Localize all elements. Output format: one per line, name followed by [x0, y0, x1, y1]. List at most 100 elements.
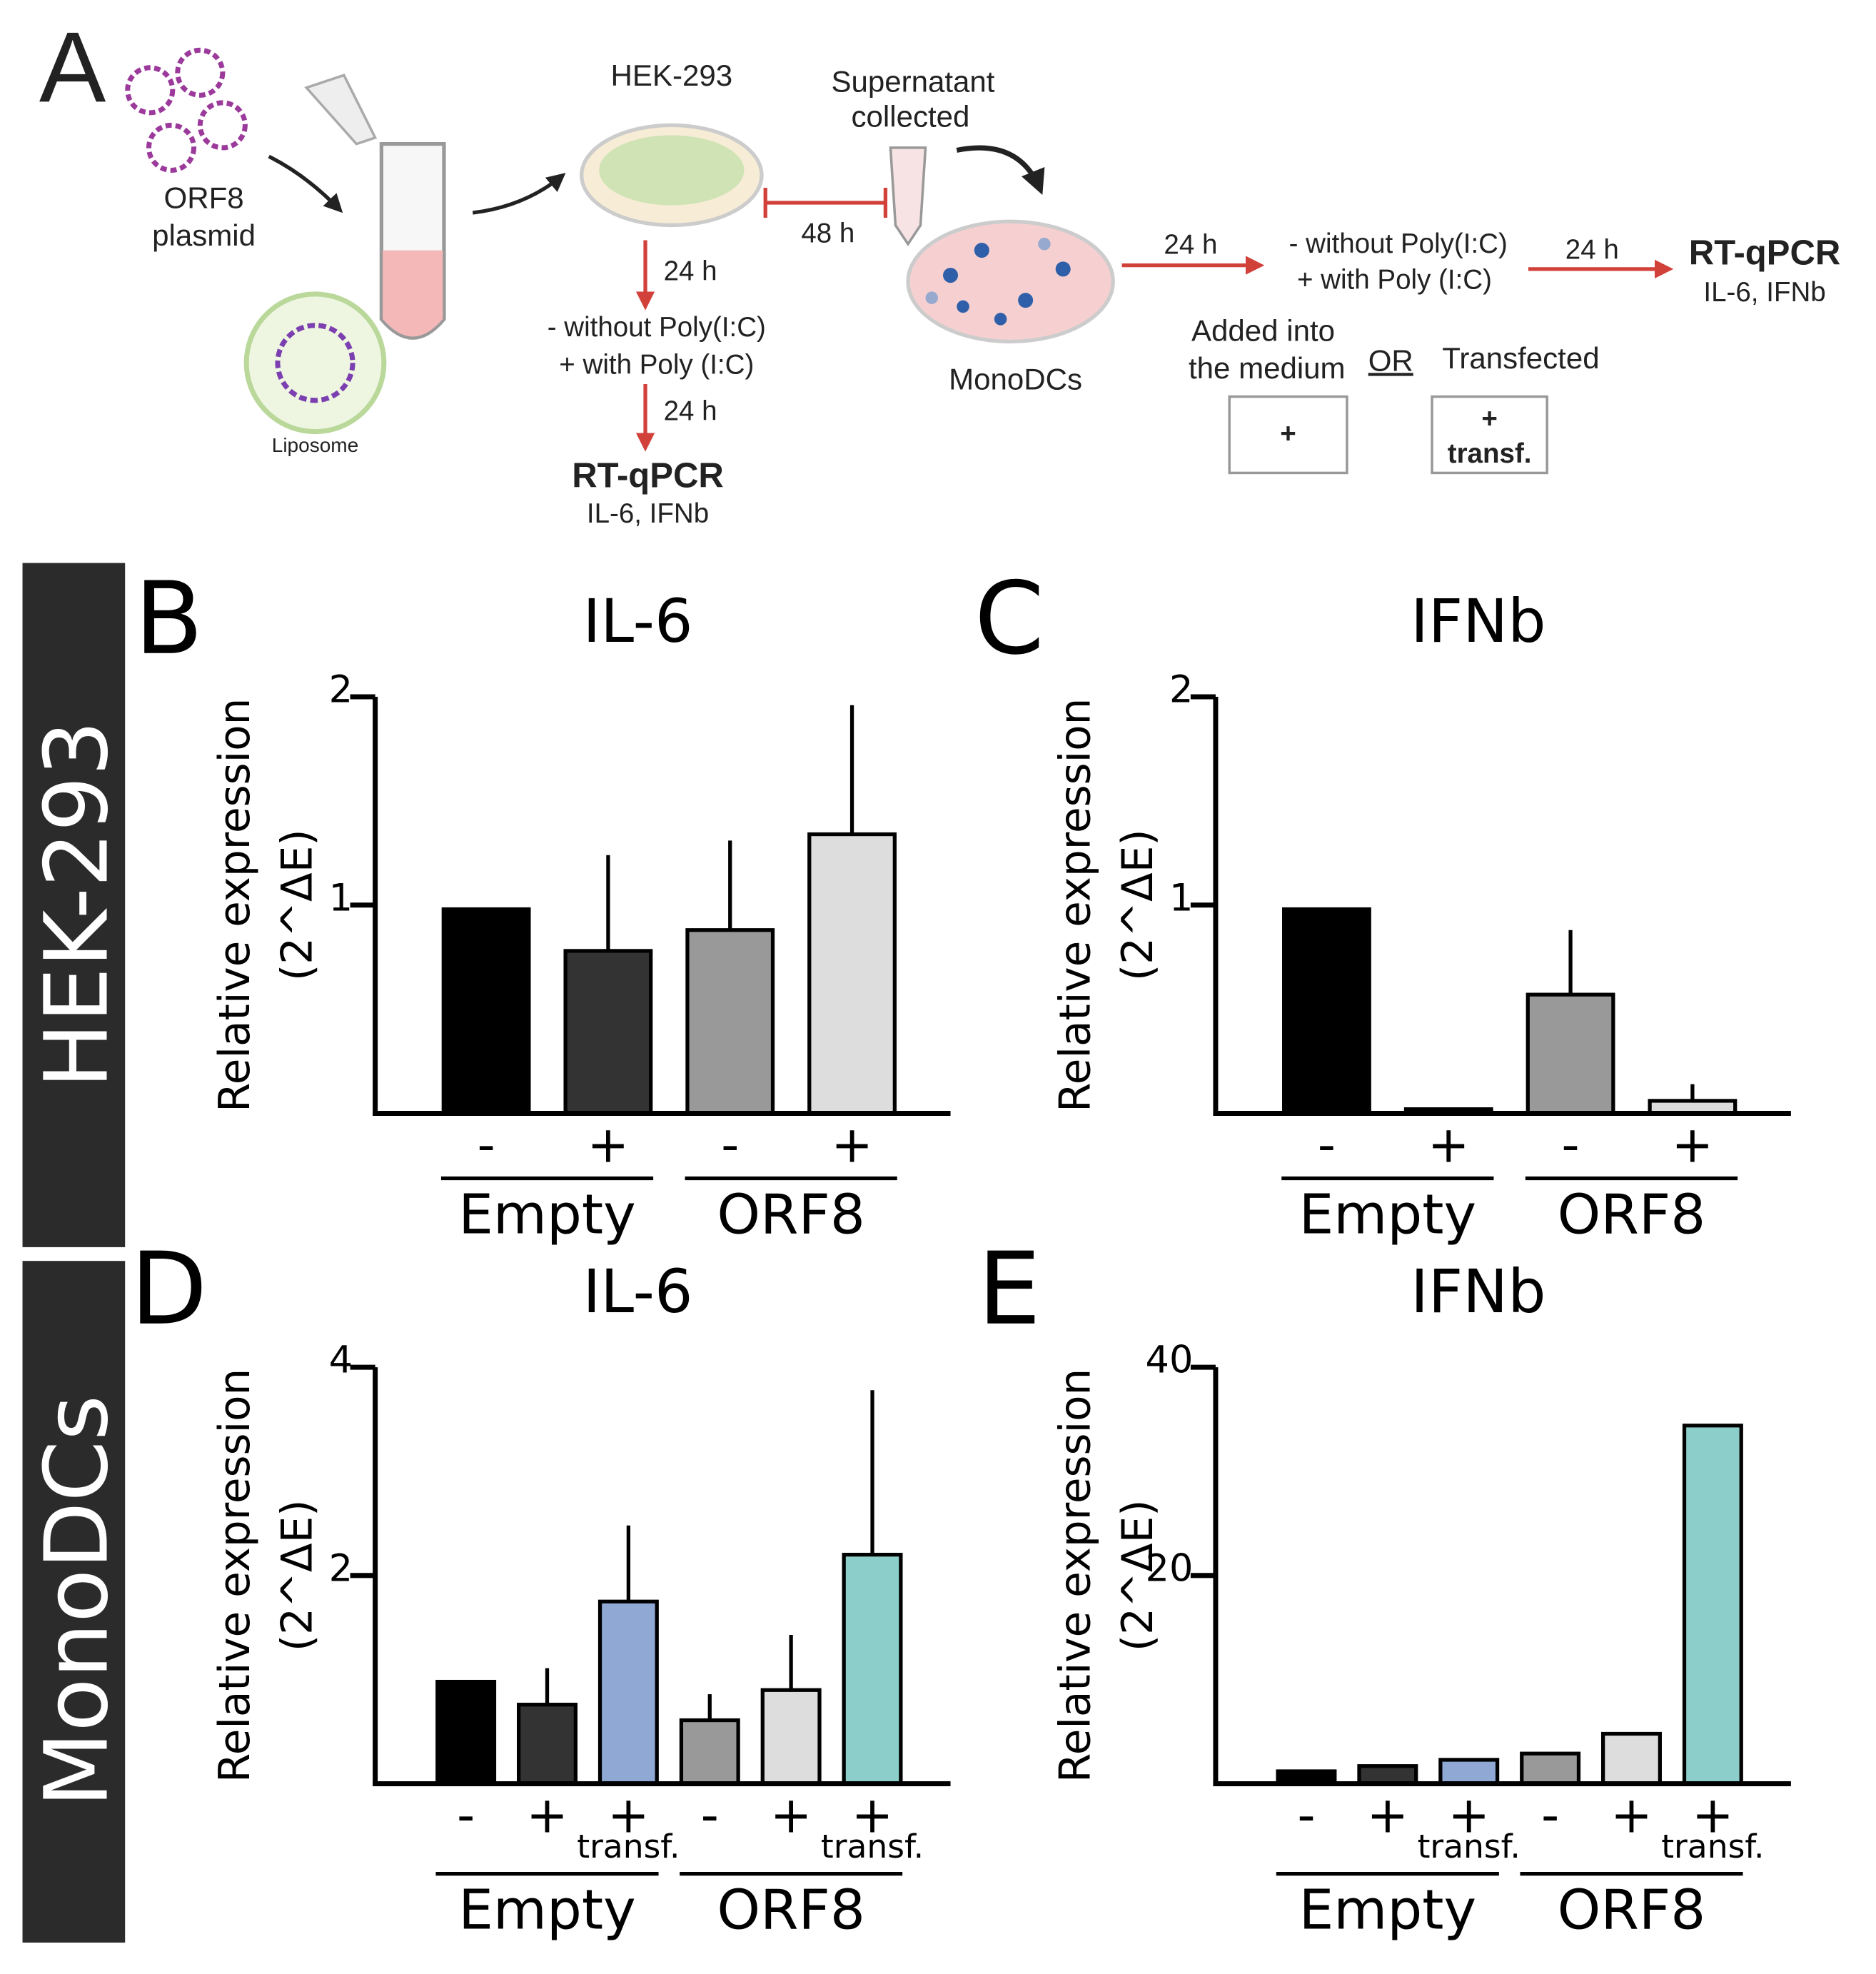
label: Supernatant [831, 65, 994, 99]
label: IL-6, IFNb [1703, 277, 1825, 308]
x-tick-label: + [1366, 1786, 1408, 1845]
x-tick-label: - [1561, 1116, 1579, 1174]
label: transf. [1448, 438, 1532, 469]
chart-title: IFNb [1411, 1257, 1545, 1326]
label: + [1481, 403, 1498, 434]
group-label: Empty [1299, 1878, 1477, 1943]
label: 24 h [1565, 235, 1619, 266]
group-label: Empty [1299, 1183, 1477, 1247]
chart-title: IL-6 [583, 586, 693, 656]
label: + [1280, 418, 1296, 449]
liposome-dna [275, 323, 355, 403]
x-tick-label: - [1541, 1786, 1559, 1845]
panel-letter: E [978, 1232, 1042, 1348]
y-axis-label: (2^ΔE) [1114, 1500, 1163, 1652]
y-axis-label: Relative expression [1051, 1369, 1100, 1783]
label: Added into [1191, 313, 1335, 347]
bar [517, 1703, 578, 1786]
dc-cells [925, 238, 1071, 326]
group-label: ORF8 [717, 1183, 865, 1247]
x-tick-label: + [1692, 1786, 1734, 1845]
label: MonoDCs [949, 363, 1082, 396]
x-tick-sublabel: transf. [577, 1828, 680, 1865]
y-axis-label: (2^ΔE) [273, 829, 323, 981]
x-tick-label: + [852, 1786, 894, 1845]
y-axis-label: Relative expression [1051, 698, 1100, 1112]
x-tick-label: + [526, 1786, 568, 1845]
bar [1682, 1424, 1743, 1786]
vial [889, 146, 927, 246]
label: - without Poly(I:C) [1289, 228, 1508, 259]
x-tick-label: + [1448, 1786, 1490, 1845]
x-tick-label: - [1318, 1116, 1336, 1174]
dish [906, 219, 1115, 344]
row-label: HEK-293 [25, 720, 127, 1089]
y-tick-label: 2 [1169, 668, 1193, 712]
x-tick-label: - [1297, 1786, 1315, 1845]
arrow [956, 145, 1045, 195]
label: - without Poly(I:C) [548, 312, 766, 343]
y-axis-label: Relative expression [211, 698, 260, 1112]
x-tick-label: + [1610, 1786, 1653, 1845]
x-tick-label: - [457, 1786, 475, 1845]
bar [1357, 1764, 1418, 1786]
liposome [243, 291, 387, 435]
box [1431, 395, 1548, 475]
x-tick-label: + [831, 1116, 873, 1174]
arrow [472, 173, 566, 215]
bar [1525, 992, 1615, 1116]
box [1228, 395, 1348, 475]
y-tick-label: 1 [1169, 876, 1193, 920]
row-band [22, 563, 126, 1247]
panel-letter: A [39, 11, 106, 123]
x-tick-label: - [721, 1116, 739, 1174]
bar [435, 1679, 497, 1786]
group-label: ORF8 [717, 1878, 865, 1943]
x-tick-sublabel: transf. [1418, 1828, 1521, 1865]
label: HEK-293 [611, 59, 733, 92]
bar [842, 1553, 903, 1786]
label: plasmid [152, 218, 256, 252]
y-tick-label: 2 [329, 1546, 353, 1590]
bar [597, 1599, 659, 1786]
x-tick-sublabel: transf. [821, 1828, 924, 1865]
y-tick-label: 1 [329, 876, 353, 920]
bar [807, 832, 897, 1116]
group-label: Empty [458, 1878, 636, 1943]
x-tick-label: + [1428, 1116, 1470, 1174]
panel-a: A ORF8 plasmid Liposome HEK-293 24 h - w… [39, 11, 1840, 529]
y-tick-label: 4 [329, 1339, 353, 1382]
y-axis-label: (2^ΔE) [1114, 829, 1163, 981]
bar [1600, 1731, 1662, 1786]
group-label: Empty [458, 1183, 636, 1247]
label: RT-qPCR [1689, 234, 1841, 273]
bar [1282, 907, 1371, 1116]
y-tick-label: 20 [1146, 1546, 1194, 1590]
label: collected [852, 100, 970, 134]
tube-cap [304, 74, 378, 146]
tube-liquid [383, 250, 443, 337]
group-label: ORF8 [1558, 1183, 1706, 1247]
bar [685, 928, 775, 1116]
x-tick-label: + [587, 1116, 630, 1174]
wait-bar [763, 187, 888, 218]
bar [441, 907, 531, 1116]
panel-letter: D [131, 1232, 208, 1348]
arrow [268, 154, 343, 213]
bar [679, 1718, 740, 1786]
y-tick-label: 40 [1146, 1339, 1194, 1382]
label: OR [1368, 343, 1413, 377]
bar [563, 949, 653, 1116]
label: RT-qPCR [572, 456, 724, 495]
chart-title: IFNb [1411, 586, 1545, 656]
x-tick-label: + [770, 1786, 812, 1845]
x-tick-sublabel: transf. [1661, 1828, 1764, 1865]
x-tick-label: - [477, 1116, 495, 1174]
label: ORF8 [164, 181, 244, 215]
row-band [22, 1261, 126, 1943]
panel-letter: B [134, 561, 203, 678]
x-tick-label: + [1672, 1116, 1714, 1174]
y-axis-label: Relative expression [211, 1369, 260, 1783]
